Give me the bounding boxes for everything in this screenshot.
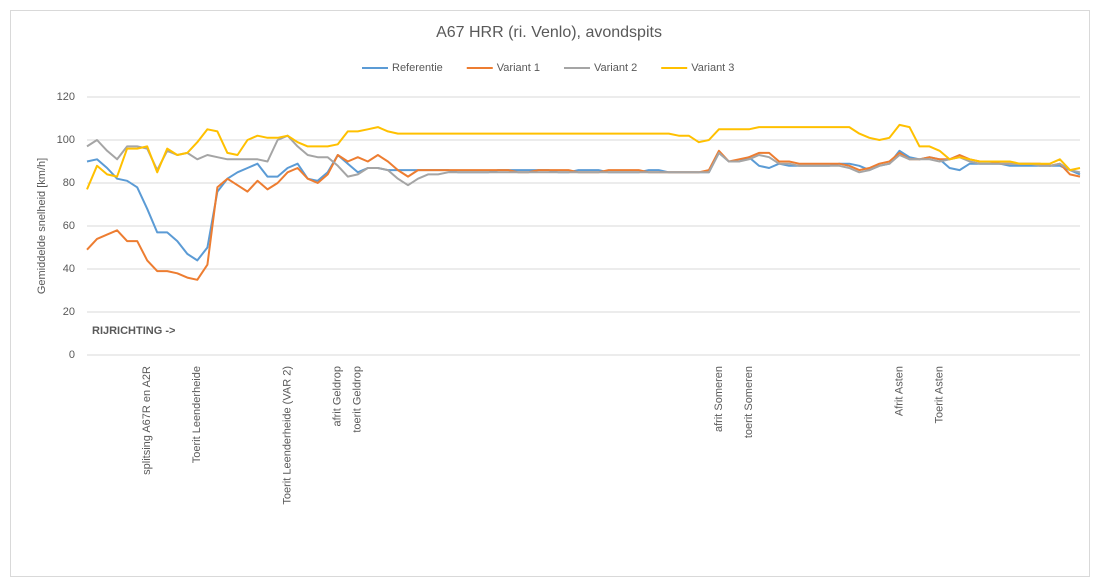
line-series: [86, 134, 1081, 187]
x-tick-label: afrit Geldrop: [332, 366, 344, 427]
x-tick-label: Toerit Leenderheide: [191, 366, 203, 463]
y-tick-label: 40: [63, 263, 75, 275]
x-tick-label: splitsing A67R en A2R: [141, 366, 153, 475]
legend-label: Variant 2: [594, 62, 637, 74]
line-series: [86, 149, 1081, 262]
legend-label: Variant 1: [497, 62, 540, 74]
y-tick-label: 120: [57, 91, 75, 103]
x-tick-label: Afrit Asten: [893, 366, 905, 416]
annotation: RIJRICHTING ->: [92, 325, 175, 337]
x-tick-label: toerit Geldrop: [352, 366, 364, 433]
x-tick-label: afrit Someren: [713, 366, 725, 432]
x-tick-label: toerit Someren: [743, 366, 755, 438]
legend-label: Referentie: [392, 62, 443, 74]
chart-title: A67 HRR (ri. Venlo), avondspits: [436, 24, 662, 41]
y-tick-label: 60: [63, 220, 75, 232]
y-axis-label: Gemiddelde snelheid [km/h]: [36, 158, 48, 294]
line-series: [86, 123, 1081, 190]
y-tick-label: 0: [69, 349, 75, 361]
y-tick-label: 20: [63, 306, 75, 318]
y-tick-label: 80: [63, 177, 75, 189]
y-tick-label: 100: [57, 134, 75, 146]
x-tick-label: Toerit Leenderheide (VAR 2): [282, 366, 294, 505]
x-tick-label: Toerit Asten: [933, 366, 945, 423]
chart-border: [10, 10, 1090, 577]
legend-label: Variant 3: [691, 62, 734, 74]
